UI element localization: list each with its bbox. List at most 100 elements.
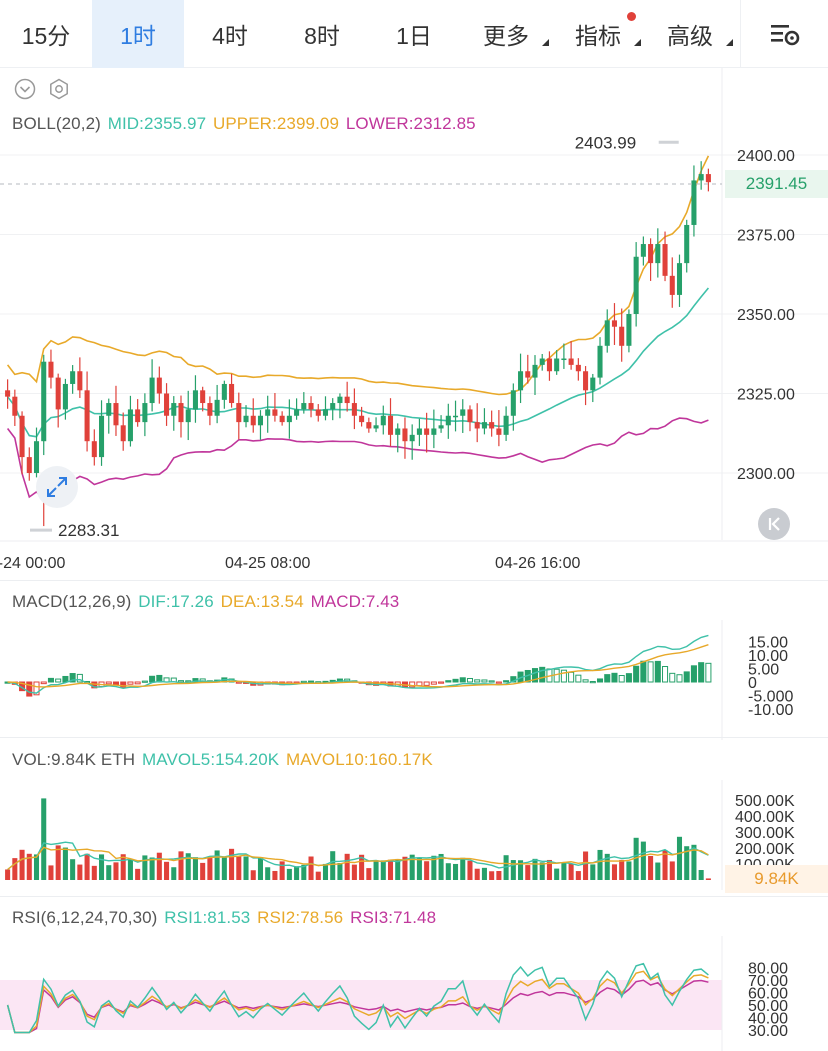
tab-1h[interactable]: 1时 [92, 0, 184, 68]
rsi2-line [6, 970, 709, 1034]
macd-histogram-bar [416, 681, 423, 687]
tab-label: 1日 [396, 22, 432, 49]
y-tick-label: 60.00 [748, 986, 788, 1003]
volume-bar [91, 865, 97, 880]
volume-bar [113, 862, 119, 880]
candle-body [5, 390, 11, 397]
candle-body [229, 383, 235, 404]
volume-bar [554, 868, 560, 880]
tab-more[interactable]: 更多 [460, 0, 552, 68]
macd-histogram-bar [105, 681, 112, 685]
volume-bar [301, 864, 307, 880]
candle-body [453, 415, 459, 418]
current-price-tag: 2391.45 [725, 170, 828, 198]
x-tick-label: 04-26 16:00 [495, 555, 581, 568]
macd-dif: DIF:17.26 [138, 592, 214, 611]
volume-bar [265, 867, 271, 880]
low-price-label: 2283.31 [58, 521, 119, 540]
candle-body [409, 434, 415, 442]
volume-bar [431, 855, 437, 880]
indicator-settings-icon[interactable] [48, 78, 70, 100]
volume-bar [127, 859, 133, 880]
candle-body [142, 403, 148, 423]
macd-histogram-bar [495, 681, 502, 684]
volume-bar [424, 861, 430, 880]
macd-histogram-bar [112, 681, 120, 686]
candle-body [655, 244, 661, 264]
volume-bar [474, 868, 480, 880]
candlestick-chart[interactable]: 2400.00 2375.00 2350.00 2325.00 2300.00 04-24… [0, 68, 828, 568]
volume-bar [250, 870, 256, 880]
volume-bar [12, 858, 18, 880]
volume-bar [315, 871, 321, 880]
tab-label: 更多 [483, 22, 529, 49]
candle-body [243, 415, 249, 423]
y-tick-label: 40.00 [748, 1011, 788, 1028]
macd-histogram-bar [438, 681, 445, 684]
volume-bar [192, 857, 198, 880]
volume-bar [272, 870, 278, 880]
vol-mavol10: MAVOL10:160.17K [286, 750, 433, 769]
current-volume-value: 9.84K [754, 869, 799, 888]
y-tick-label: -10.00 [748, 702, 793, 719]
tab-8h[interactable]: 8时 [276, 0, 368, 68]
chart-settings-icon [770, 25, 799, 46]
candle-body [322, 409, 329, 416]
candle-body [91, 441, 97, 458]
candle-body [460, 409, 466, 416]
expand-chart-button[interactable] [36, 466, 78, 508]
macd-histogram-bar [141, 680, 148, 683]
candle-body [41, 361, 47, 442]
tab-indicators[interactable]: 指标 [552, 0, 644, 68]
volume-bar [561, 862, 567, 880]
candle-body [250, 415, 256, 426]
volume-bar [611, 864, 617, 880]
volume-bar [655, 862, 661, 880]
candle-body [99, 415, 105, 458]
y-tick-label: 80.00 [748, 961, 788, 978]
candle-body [192, 390, 198, 410]
volume-bar [236, 856, 242, 880]
tab-label: 1时 [120, 22, 156, 49]
candle-body [265, 409, 271, 416]
macd-dea: DEA:13.54 [220, 592, 304, 611]
volume-bar [380, 860, 386, 880]
tab-advanced[interactable]: 高级 [644, 0, 736, 68]
candle-body [200, 390, 206, 404]
candle-body [633, 256, 639, 314]
macd-histogram-bar [604, 674, 611, 683]
candle-body [359, 415, 365, 423]
candle-body [489, 422, 495, 429]
volume-bar [532, 858, 538, 880]
rsi-legend: RSI(6,12,24,70,30) RSI1:81.53 RSI2:78.56… [12, 908, 438, 928]
chart-settings-button[interactable] [740, 0, 828, 68]
dea-line [7, 644, 709, 688]
candle-body [12, 396, 18, 416]
candle-body [626, 314, 632, 346]
macd-histogram-bar [177, 680, 185, 683]
tab-1d[interactable]: 1日 [368, 0, 460, 68]
boll-mid-line [6, 287, 710, 438]
macd-histogram-bar [539, 666, 546, 683]
volume-bar [669, 861, 675, 880]
volume-bar [41, 798, 47, 880]
collapse-indicator-icon[interactable] [14, 78, 36, 100]
macd-histogram-bar [474, 679, 481, 683]
tab-4h[interactable]: 4时 [184, 0, 276, 68]
volume-bar [62, 847, 68, 880]
vol-title: VOL:9.84K ETH [12, 750, 136, 769]
macd-histogram-bar [589, 681, 596, 684]
volume-bar [705, 878, 711, 880]
candle-body [554, 358, 560, 372]
candle-body [70, 371, 76, 384]
macd-histogram-bar [120, 681, 127, 688]
volume-bar [590, 864, 596, 880]
tab-15m[interactable]: 15分 [0, 0, 92, 68]
rsi1-value: RSI1:81.53 [164, 908, 251, 927]
scroll-to-latest-button[interactable] [758, 508, 790, 540]
macd-histogram-bar [459, 677, 466, 683]
macd-value: MACD:7.43 [310, 592, 400, 611]
rsi3-value: RSI3:71.48 [350, 908, 437, 927]
candle-body [416, 428, 422, 435]
